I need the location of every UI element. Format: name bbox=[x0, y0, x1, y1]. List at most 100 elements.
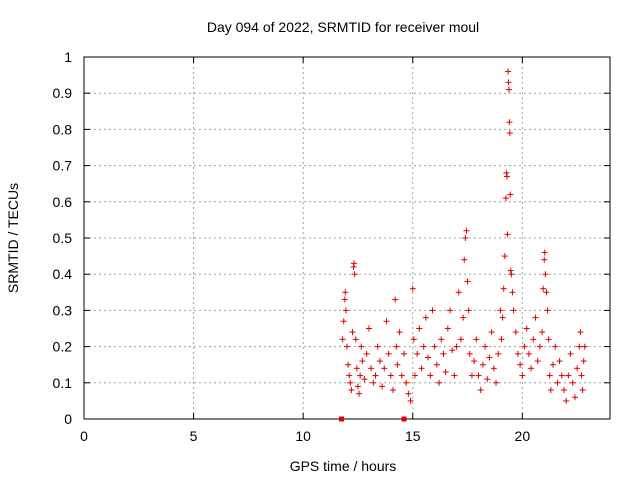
data-point bbox=[444, 325, 451, 332]
data-point bbox=[359, 358, 366, 365]
data-point bbox=[509, 289, 516, 296]
data-point bbox=[505, 86, 512, 93]
data-point bbox=[542, 271, 549, 278]
data-points bbox=[339, 68, 588, 422]
data-point bbox=[534, 358, 541, 365]
x-tick-label: 20 bbox=[515, 428, 531, 444]
y-tick-label: 0.3 bbox=[53, 302, 73, 318]
data-point bbox=[576, 343, 583, 350]
y-tick-label: 0.2 bbox=[53, 339, 73, 355]
data-point bbox=[449, 347, 456, 354]
data-point bbox=[339, 416, 345, 422]
data-point bbox=[363, 350, 370, 357]
data-point bbox=[352, 336, 359, 343]
data-point bbox=[536, 343, 543, 350]
y-tick-label: 1 bbox=[64, 49, 72, 65]
data-point bbox=[348, 387, 355, 394]
data-point bbox=[414, 350, 421, 357]
data-point bbox=[422, 314, 429, 321]
data-point bbox=[508, 271, 515, 278]
data-point bbox=[461, 256, 468, 263]
data-point bbox=[477, 387, 484, 394]
data-point bbox=[506, 130, 513, 137]
data-point bbox=[574, 365, 581, 372]
data-point bbox=[504, 231, 511, 238]
y-tick-label: 0.5 bbox=[53, 230, 73, 246]
data-point bbox=[497, 307, 504, 314]
plot-frame bbox=[83, 56, 611, 420]
data-point bbox=[400, 350, 407, 357]
data-point bbox=[539, 329, 546, 336]
data-point bbox=[503, 169, 510, 176]
data-point bbox=[466, 350, 473, 357]
data-point bbox=[387, 372, 394, 379]
data-point bbox=[505, 79, 512, 86]
data-point bbox=[579, 387, 586, 394]
data-point bbox=[440, 350, 447, 357]
data-point bbox=[490, 365, 497, 372]
data-point bbox=[344, 343, 350, 350]
data-point bbox=[393, 343, 400, 350]
data-point bbox=[475, 372, 482, 379]
data-point bbox=[368, 365, 375, 372]
data-point bbox=[507, 191, 514, 198]
data-point bbox=[512, 329, 519, 336]
data-point bbox=[488, 329, 495, 336]
data-point bbox=[580, 358, 587, 365]
data-point bbox=[398, 372, 405, 379]
data-point bbox=[468, 372, 475, 379]
data-point bbox=[347, 379, 354, 386]
y-tick-label: 0.7 bbox=[53, 158, 73, 174]
data-point bbox=[351, 271, 358, 278]
data-point bbox=[431, 343, 438, 350]
data-point bbox=[407, 397, 414, 404]
data-point bbox=[479, 361, 486, 368]
data-point bbox=[401, 416, 407, 422]
data-point bbox=[383, 318, 390, 325]
data-point bbox=[425, 354, 432, 361]
y-tick-label: 0.9 bbox=[53, 85, 73, 101]
data-point bbox=[471, 358, 478, 365]
data-point bbox=[410, 336, 417, 343]
data-point bbox=[577, 329, 584, 336]
data-point bbox=[552, 343, 559, 350]
data-point bbox=[342, 307, 349, 314]
data-point bbox=[376, 358, 383, 365]
data-point bbox=[554, 379, 561, 386]
data-point bbox=[473, 336, 480, 343]
data-point bbox=[442, 368, 449, 375]
data-point bbox=[546, 372, 553, 379]
data-point bbox=[346, 372, 353, 379]
data-point bbox=[365, 325, 372, 332]
data-point bbox=[341, 296, 348, 303]
y-tick-label: 0.1 bbox=[53, 375, 73, 391]
y-axis-label: SRMTID / TECUs bbox=[5, 183, 21, 293]
data-point bbox=[357, 372, 364, 379]
data-point bbox=[498, 336, 505, 343]
data-point bbox=[581, 343, 588, 350]
data-point bbox=[438, 336, 445, 343]
data-point bbox=[372, 372, 379, 379]
data-point bbox=[506, 119, 513, 126]
data-point bbox=[463, 227, 470, 234]
data-point bbox=[379, 383, 386, 390]
data-point bbox=[457, 336, 464, 343]
data-point bbox=[394, 361, 401, 368]
data-point bbox=[499, 314, 506, 321]
data-point bbox=[514, 350, 521, 357]
data-point bbox=[351, 260, 358, 267]
data-point bbox=[353, 365, 360, 372]
x-tick-label: 10 bbox=[295, 428, 311, 444]
data-point bbox=[550, 361, 557, 368]
data-point bbox=[460, 314, 467, 321]
data-point bbox=[521, 343, 528, 350]
data-point bbox=[523, 325, 530, 332]
y-tick-label: 0.4 bbox=[53, 266, 73, 282]
data-point bbox=[565, 372, 572, 379]
data-point bbox=[340, 318, 347, 325]
data-point bbox=[358, 343, 365, 350]
data-point bbox=[361, 376, 368, 383]
data-point bbox=[339, 336, 346, 343]
data-point bbox=[528, 365, 535, 372]
